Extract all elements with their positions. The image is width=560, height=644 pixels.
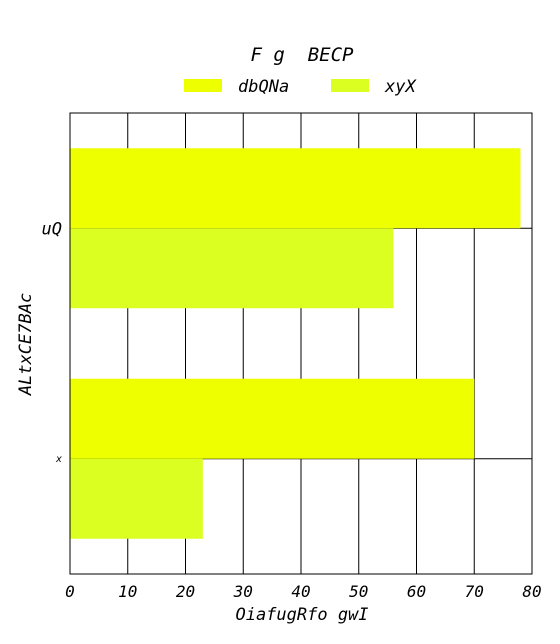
x-tick-label: 20 — [176, 582, 195, 601]
x-axis-label: OiafugRfo gwI — [235, 605, 368, 625]
chart-title: F g BECP — [251, 44, 355, 66]
legend-label: dbQNa — [238, 77, 289, 97]
x-tick-label: 80 — [522, 582, 541, 601]
legend: dbQNa xyX — [184, 77, 417, 97]
x-tick-label: 40 — [291, 582, 310, 601]
bar-dbQNa-uQ — [70, 148, 521, 229]
bars — [70, 148, 521, 539]
bar-xyX-uQ — [70, 228, 394, 309]
x-tick-label: 60 — [407, 582, 426, 601]
y-axis-categories: uQ x — [42, 219, 62, 465]
bar-dbQNa-x — [70, 378, 475, 459]
legend-swatch — [331, 79, 369, 92]
x-tick-label: 30 — [233, 582, 253, 601]
x-tick-label: 50 — [349, 582, 368, 601]
x-tick-label: 70 — [465, 582, 484, 601]
y-axis-label: ALtxCE7BAc — [16, 293, 36, 396]
y-category-label: x — [55, 454, 62, 465]
x-tick-label: 0 — [65, 582, 75, 601]
y-category-label: uQ — [42, 219, 62, 239]
bar-xyX-x — [70, 458, 203, 539]
plot-frame — [69, 112, 533, 575]
x-tick-label: 10 — [118, 582, 137, 601]
x-axis-ticks: 0 10 20 30 40 50 60 70 80 — [65, 582, 541, 601]
legend-label: xyX — [384, 77, 417, 97]
legend-swatch — [184, 79, 222, 92]
